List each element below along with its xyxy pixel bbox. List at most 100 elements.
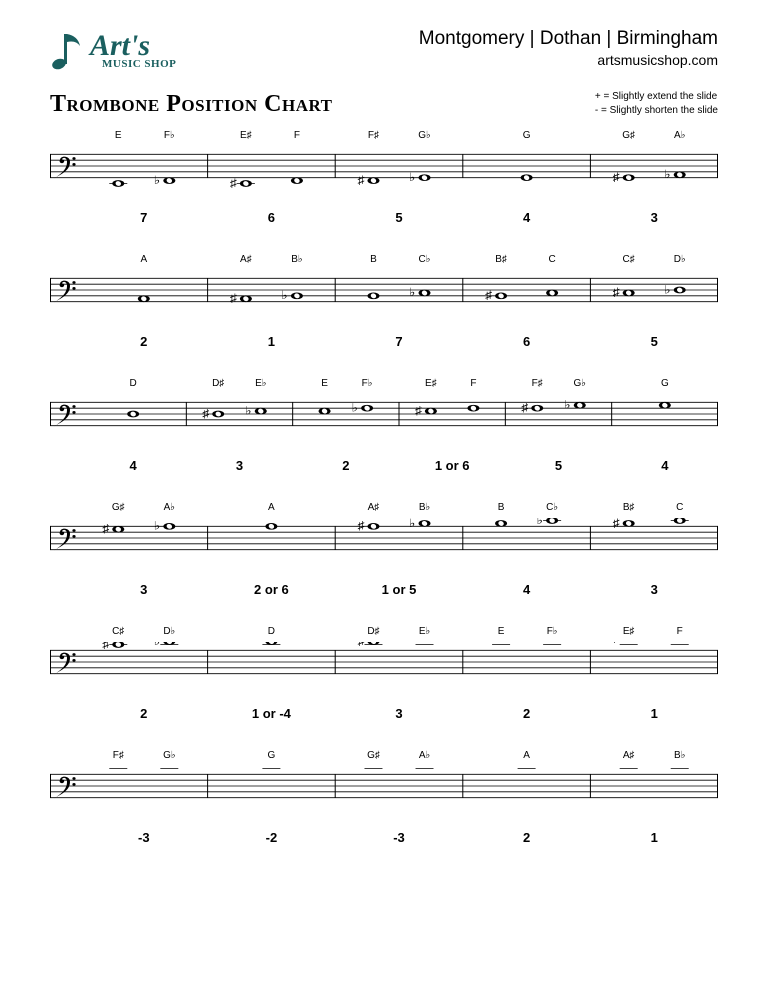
note-label: E♯ [425,378,437,389]
slide-position: 2 [342,458,349,473]
svg-text:♭: ♭ [281,288,288,302]
slide-position: 3 [140,582,147,597]
note-label: C♭ [419,254,431,265]
legend: + = Slightly extend the slide - = Slight… [595,90,718,118]
note-label: G♭ [574,378,587,389]
slide-position: 3 [651,582,658,597]
slide-position: 1 [651,830,658,845]
svg-text:♯: ♯ [613,285,620,299]
note-label: D [130,378,137,389]
staff-row: AA♯B♭BC♭B♯CC♯D♭ ♯ ♭ ♭ ♯ ♯ ♭ 21765 [50,254,718,354]
logo-main-text: Art's [90,31,176,61]
staff-row: DD♯E♭EF♭E♯FF♯G♭G ♯ ♭ ♭ ♯ ♯ ♭ 4321 or 654 [50,378,718,478]
music-note-icon [50,28,86,72]
slide-position: 1 or 5 [382,582,417,597]
slide-position: 1 or -4 [252,706,291,721]
position-numbers: 4321 or 654 [50,458,718,478]
slide-position: 4 [523,210,530,225]
staff-container: DD♯E♭EF♭E♯FF♯G♭G ♯ ♭ ♭ ♯ ♯ ♭ 4321 or 654 [50,378,718,478]
position-numbers: 21 or -4321 [50,706,718,726]
note-label: C [676,502,683,513]
svg-text:♯: ♯ [230,291,237,305]
note-label: G♯ [112,502,125,513]
slide-position: 5 [651,334,658,349]
slide-position: 3 [236,458,243,473]
note-label: A [140,254,147,265]
staff-svg: ♯ ♭ ♭ ♯ ♯ ♭ [50,270,718,320]
slide-position: 4 [130,458,137,473]
note-label: B♭ [291,254,302,265]
svg-text:♯: ♯ [102,522,109,536]
note-label: E♭ [419,626,430,637]
note-label: C♯ [623,254,635,265]
note-label: F♭ [164,130,175,141]
note-label: A♭ [164,502,175,513]
slide-position: 3 [395,706,402,721]
svg-text:♭: ♭ [664,167,671,181]
note-label: F [677,626,683,637]
slide-position: -3 [138,830,150,845]
note-labels: F♯G♭GG♯A♭AA♯B♭ [50,750,718,766]
logo-sub-text: MUSIC SHOP [102,59,176,70]
note-label: A♭ [674,130,685,141]
note-labels: DD♯E♭EF♭E♯FF♯G♭G [50,378,718,394]
svg-text:♯: ♯ [521,401,528,415]
note-label: F♯ [532,378,543,389]
note-label: G♯ [622,130,635,141]
note-labels: EF♭E♯FF♯G♭GG♯A♭ [50,130,718,146]
slide-position: 2 [140,334,147,349]
legend-line-2: - = Slightly shorten the slide [595,104,718,118]
svg-text:♯: ♯ [613,518,620,529]
slide-position: 5 [395,210,402,225]
note-label: F♭ [547,626,558,637]
staff-svg: ♯ ♭ ♯ ♭ ♭ ♯ [50,518,718,568]
note-label: B♭ [419,502,430,513]
slide-position: 1 [268,334,275,349]
position-chart: EF♭E♯FF♯G♭GG♯A♭ ♭ ♯ ♯ ♭ ♯ ♭ 76543AA♯B♭BC… [50,130,718,850]
staff-svg: ♭ ♯ ♯ ♭ ♯ ♭ [50,146,718,196]
note-label: E♯ [623,626,635,637]
svg-text:♯: ♯ [485,288,492,302]
slide-position: 1 or 6 [435,458,470,473]
svg-text:♭: ♭ [537,518,544,527]
slide-position: 2 or 6 [254,582,289,597]
note-label: D♭ [163,626,175,637]
svg-text:♯: ♯ [357,642,364,648]
svg-text:♯: ♯ [613,170,620,184]
staff-row: C♯D♭DD♯E♭EF♭E♯F ♯ ♭ ♯ ♭ ♭ ♯ 21 or -4321 [50,626,718,726]
note-label: D♭ [674,254,686,265]
position-numbers: 76543 [50,210,718,230]
slide-position: 4 [523,582,530,597]
position-numbers: -3-2-321 [50,830,718,850]
position-numbers: 21765 [50,334,718,354]
svg-text:♯: ♯ [230,176,237,190]
note-label: F [294,130,300,141]
note-label: A [268,502,275,513]
note-label: F [470,378,476,389]
note-label: A♯ [240,254,252,265]
note-label: A♯ [368,502,380,513]
chart-title: Trombone Position Chart [50,91,333,118]
staff-row: G♯A♭AA♯B♭BC♭B♯C ♯ ♭ ♯ ♭ ♭ ♯ 32 or 61 or … [50,502,718,602]
note-labels: G♯A♭AA♯B♭BC♭B♯C [50,502,718,518]
note-label: F♭ [362,378,373,389]
svg-text:♭: ♭ [564,398,571,412]
note-label: G♭ [418,130,431,141]
slide-position: 7 [140,210,147,225]
note-label: E♯ [240,130,252,141]
svg-text:♭: ♭ [409,642,416,645]
svg-text:♭: ♭ [154,173,161,187]
note-label: F♯ [368,130,379,141]
note-label: E [498,626,505,637]
slide-position: -3 [393,830,405,845]
note-label: B [370,254,377,265]
note-label: B♭ [674,750,685,761]
note-label: E♭ [255,378,266,389]
note-labels: C♯D♭DD♯E♭EF♭E♯F [50,626,718,642]
slide-position: 2 [523,830,530,845]
note-label: D♯ [367,626,379,637]
svg-text:♯: ♯ [202,406,209,420]
note-label: G♭ [163,750,176,761]
note-label: G [523,130,531,141]
slide-position: 6 [523,334,530,349]
